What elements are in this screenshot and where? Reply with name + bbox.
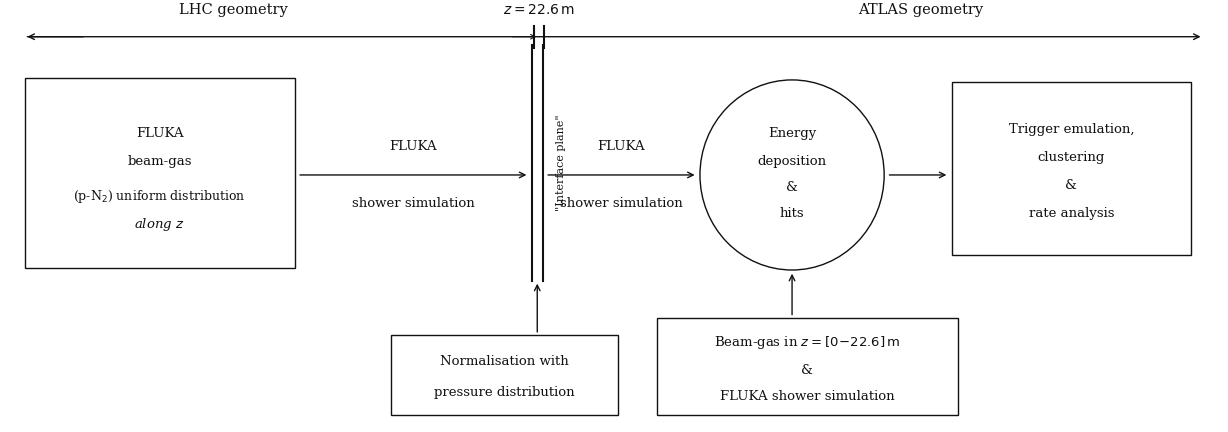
Text: deposition: deposition bbox=[758, 156, 826, 168]
Text: pressure distribution: pressure distribution bbox=[433, 385, 575, 399]
Text: Beam-gas in $z=[0\!-\!22.6]\,\mathrm{m}$: Beam-gas in $z=[0\!-\!22.6]\,\mathrm{m}$ bbox=[715, 334, 900, 351]
Text: beam-gas: beam-gas bbox=[128, 156, 192, 168]
Text: ATLAS geometry: ATLAS geometry bbox=[858, 3, 984, 17]
Text: rate analysis: rate analysis bbox=[1029, 207, 1114, 220]
Text: shower simulation: shower simulation bbox=[352, 197, 474, 210]
Text: Trigger emulation,: Trigger emulation, bbox=[1008, 123, 1135, 136]
Text: FLUKA: FLUKA bbox=[598, 140, 645, 153]
Text: along $z$: along $z$ bbox=[134, 216, 185, 233]
FancyBboxPatch shape bbox=[657, 318, 958, 415]
Text: &: & bbox=[802, 364, 813, 377]
Text: LHC geometry: LHC geometry bbox=[179, 3, 287, 17]
Text: Normalisation with: Normalisation with bbox=[440, 355, 569, 368]
Text: shower simulation: shower simulation bbox=[560, 197, 683, 210]
Text: clustering: clustering bbox=[1038, 151, 1105, 164]
Text: FLUKA: FLUKA bbox=[389, 140, 437, 153]
Text: &: & bbox=[786, 181, 798, 194]
Text: Energy: Energy bbox=[768, 127, 817, 140]
Text: &: & bbox=[1066, 179, 1077, 192]
Text: FLUKA shower simulation: FLUKA shower simulation bbox=[720, 390, 895, 403]
Text: "Interface plane": "Interface plane" bbox=[556, 115, 566, 211]
Text: $z = 22.6\,\mathrm{m}$: $z = 22.6\,\mathrm{m}$ bbox=[503, 3, 575, 17]
Text: FLUKA: FLUKA bbox=[136, 127, 183, 140]
Ellipse shape bbox=[700, 80, 884, 270]
FancyBboxPatch shape bbox=[25, 78, 295, 268]
Text: (p-N$_2$) uniform distribution: (p-N$_2$) uniform distribution bbox=[74, 188, 246, 205]
FancyBboxPatch shape bbox=[391, 335, 618, 415]
FancyBboxPatch shape bbox=[952, 82, 1191, 255]
Text: hits: hits bbox=[780, 207, 804, 220]
